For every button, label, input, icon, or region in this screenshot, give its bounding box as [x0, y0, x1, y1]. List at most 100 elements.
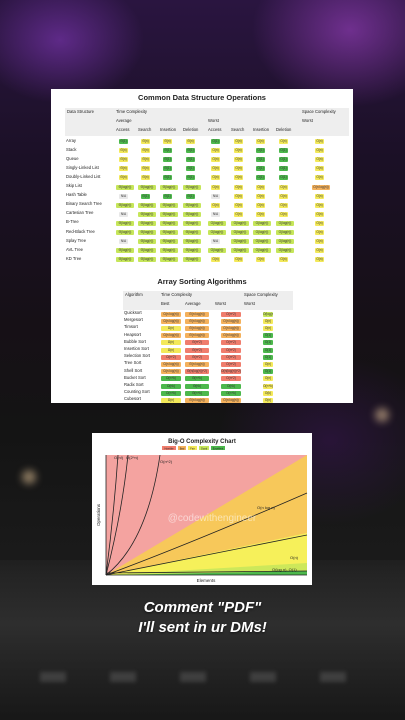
caption: Comment "PDF" I'll sent in ur DMs!: [0, 598, 405, 638]
label-linear: O(n): [290, 555, 299, 560]
complexity-badge: Ω(nk): [161, 383, 181, 389]
complexity-badge: O(n): [234, 211, 243, 217]
sort-header-average: Average: [185, 301, 201, 306]
complexity-badge: O(1): [263, 340, 273, 346]
ops-row-name: Doubly-Linked List: [66, 173, 101, 179]
complexity-badge: O(n): [256, 193, 265, 199]
complexity-badge: Θ(log(n)): [138, 211, 156, 217]
complexity-badge: O(1): [263, 347, 273, 353]
complexity-badge: Θ(log(n)): [183, 202, 201, 208]
legend-swatch: [162, 446, 176, 450]
complexity-badge: O(n): [315, 157, 324, 163]
complexity-badge: Θ(n): [141, 166, 150, 172]
complexity-badge: Θ(n): [141, 175, 150, 181]
complexity-badge: Ω(n^2): [161, 354, 181, 360]
big-o-chart-svg: Big-O Complexity Chart Horrible Bad Fair Go…: [96, 439, 308, 583]
complexity-badge: Θ(log(n)): [160, 239, 178, 245]
complexity-badge: Θ(n log(n)): [185, 311, 209, 317]
complexity-badge: O(1): [256, 166, 265, 172]
complexity-badge: O(n): [263, 376, 273, 382]
sort-row-name: Bubble Sort: [124, 338, 146, 344]
complexity-badge: N/A: [119, 193, 128, 199]
label-factorial: O(n!): [114, 455, 124, 460]
sort-row-name: Tree Sort: [124, 360, 142, 366]
complexity-badge: O(log(n)): [208, 248, 226, 254]
complexity-badge: O(nk): [221, 383, 241, 389]
complexity-badge: O(n): [211, 148, 220, 154]
complexity-badge: Θ(n log(n)): [185, 325, 209, 331]
complexity-badge: O(n): [234, 175, 243, 181]
complexity-badge: O(log(n)): [263, 311, 273, 317]
complexity-badge: O(n): [315, 239, 324, 245]
chart-legend: Horrible Bad Fair Good Excellent: [162, 446, 225, 450]
complexity-badge: Θ(1): [186, 157, 195, 163]
complexity-badge: O(n): [234, 202, 243, 208]
complexity-badge: Θ(n^2): [185, 354, 209, 360]
complexity-badge: O(log(n)): [276, 248, 294, 254]
road-marking: [40, 672, 66, 682]
complexity-badge: O(1): [256, 175, 265, 181]
complexity-badge: O(n): [315, 166, 324, 172]
background-street: [0, 560, 405, 720]
complexity-badge: O(n): [234, 257, 243, 263]
complexity-badge: O(log(n)): [231, 220, 249, 226]
complexity-badge: O(n): [315, 202, 324, 208]
legend-swatch: [211, 446, 225, 450]
complexity-badge: Θ(log(n)): [138, 220, 156, 226]
legend-swatch: [188, 446, 197, 450]
complexity-badge: Θ(log(n)): [160, 248, 178, 254]
complexity-badge: Θ(log(n)): [116, 184, 134, 190]
legend-label: Excellent: [213, 446, 224, 450]
complexity-badge: Θ(n): [119, 157, 128, 163]
complexity-badge: Θ(n log(n)): [185, 361, 209, 367]
complexity-badge: Ω(n log(n)): [161, 369, 181, 375]
street-light: [22, 470, 36, 484]
complexity-badge: Θ(log(n)): [138, 257, 156, 263]
complexity-badge: O(n): [279, 184, 288, 190]
complexity-badge: Θ(log(n)): [183, 230, 201, 235]
complexity-badge: Θ(log(n)): [116, 202, 134, 208]
complexity-badge: O(n): [315, 211, 324, 217]
complexity-badge: Θ(n): [119, 175, 128, 181]
complexity-badge: Θ(n log(n)): [185, 397, 209, 403]
complexity-badge: O(n): [234, 148, 243, 154]
complexity-badge: O(n): [315, 175, 324, 181]
complexity-badge: Ω(n log(n)): [161, 318, 181, 324]
complexity-badge: Θ(log(n)): [183, 257, 201, 263]
complexity-badge: N/A: [211, 211, 220, 217]
ops-row-name: Queue: [66, 155, 79, 161]
complexity-badge: Θ(log(n)): [183, 184, 201, 190]
complexity-badge: Θ(n): [163, 139, 172, 144]
curve-factorial: [105, 454, 119, 576]
complexity-badge: O(n): [315, 230, 324, 235]
complexity-badge: O(1): [279, 148, 288, 154]
complexity-badge: Ω(n log(n)): [161, 361, 181, 367]
complexity-badge: O(log(n)): [231, 248, 249, 254]
complexity-badge: Ω(n log(n)): [161, 333, 181, 339]
complexity-badge: Θ(log(n)): [116, 257, 134, 263]
complexity-badge: O(n): [263, 325, 273, 331]
ops-header-structure: Data Structure: [67, 109, 94, 114]
ops-title: Common Data Structure Operations: [138, 93, 266, 102]
ops-header-op: Deletion: [183, 127, 199, 132]
complexity-badge: O(n): [211, 175, 220, 181]
region-fair: [106, 533, 307, 575]
complexity-badge: O(log(n)): [253, 248, 271, 254]
complexity-badge: Θ(n^2): [185, 340, 209, 346]
ops-header-bg: [65, 108, 349, 136]
complexity-badge: Θ(log(n)): [183, 220, 201, 226]
complexity-badge: O(n log(n)): [221, 318, 241, 324]
complexity-badge: Θ(log(n)): [183, 248, 201, 254]
complexity-badge: O(n): [315, 139, 324, 144]
complexity-badge: O(n^2): [221, 311, 241, 317]
complexity-badge: O(log(n)): [276, 239, 294, 245]
complexity-badge: O(n(log(n))^2): [221, 369, 241, 375]
region-excellent: [106, 571, 307, 575]
sort-row-name: Selection Sort: [124, 353, 151, 359]
complexity-badge: Θ(nk): [185, 383, 209, 389]
complexity-badge: O(n): [263, 397, 273, 403]
sort-header-space: Space Complexity: [244, 292, 278, 297]
curve-nlogn: [105, 492, 308, 576]
complexity-badge: Θ(n): [119, 166, 128, 172]
complexity-badge: O(n): [234, 157, 243, 163]
